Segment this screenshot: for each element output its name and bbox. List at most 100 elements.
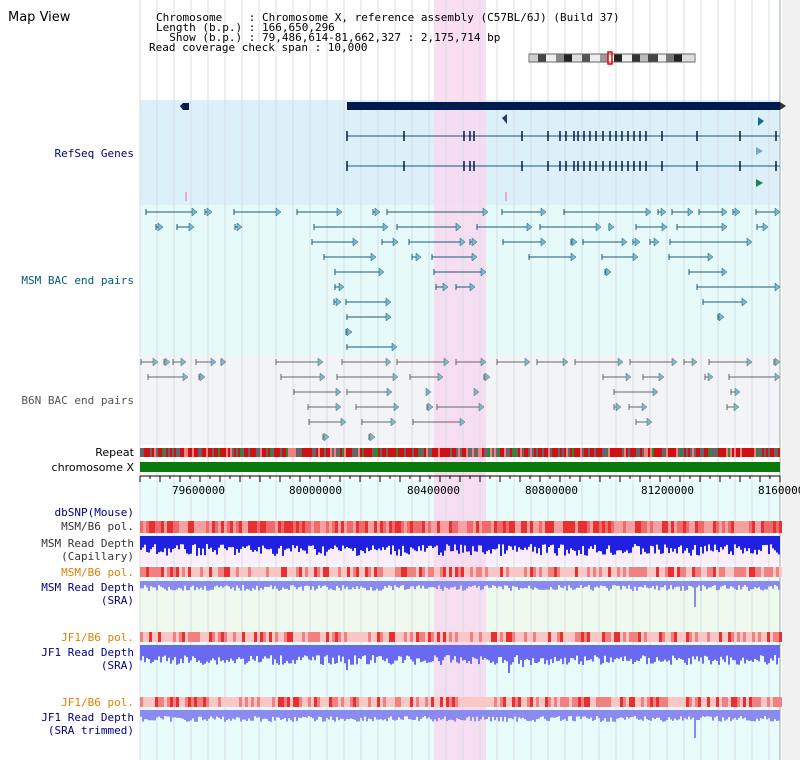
read-depth-bar	[654, 710, 656, 720]
ideogram-band	[648, 54, 658, 62]
read-depth-bar	[234, 645, 236, 664]
read-depth-bar	[148, 645, 150, 660]
polymorphism-cell	[599, 632, 602, 642]
track-label-repeat[interactable]: Repeat	[95, 446, 134, 459]
read-depth-bar	[748, 710, 750, 721]
read-depth-bar	[172, 536, 174, 550]
polymorphism-cell	[560, 632, 563, 642]
read-depth-bar	[602, 536, 604, 555]
polymorphism-cell	[737, 632, 740, 642]
read-depth-bar	[430, 581, 432, 588]
polymorphism-cell	[203, 697, 206, 707]
read-depth-bar	[754, 536, 756, 550]
read-depth-bar	[708, 581, 710, 588]
repeat-element	[298, 448, 300, 457]
polymorphism-cell	[353, 521, 356, 533]
read-depth-bar	[610, 536, 612, 553]
track-label-refseq[interactable]: RefSeq Genes	[54, 147, 134, 160]
read-depth-bar	[666, 581, 668, 591]
read-depth-bar	[416, 710, 418, 717]
read-depth-bar	[248, 536, 250, 546]
read-depth-bar	[526, 536, 528, 550]
read-depth-bar	[634, 581, 636, 587]
polymorphism-cell	[500, 567, 503, 577]
gene-bar	[347, 102, 780, 110]
read-depth-bar	[216, 581, 218, 586]
read-depth-bar	[258, 581, 260, 591]
gene-arrow	[780, 102, 786, 110]
polymorphism-cell	[143, 632, 146, 642]
repeat-element	[546, 448, 548, 457]
repeat-element	[230, 448, 232, 457]
repeat-element	[756, 448, 758, 457]
read-depth-bar	[186, 645, 188, 658]
polymorphism-cell	[158, 521, 161, 533]
read-depth-bar	[214, 536, 216, 551]
read-depth-bar	[374, 645, 376, 663]
track-label-msm_depth_cap[interactable]: MSM Read Depth (Capillary)	[41, 537, 134, 563]
read-depth-bar	[242, 536, 244, 547]
read-depth-bar	[532, 581, 534, 590]
track-label-b6n_bac[interactable]: B6N BAC end pairs	[21, 394, 134, 407]
read-depth-bar	[760, 581, 762, 590]
track-label-msm_depth_sra[interactable]: MSM Read Depth (SRA)	[41, 581, 134, 607]
read-depth-bar	[648, 536, 650, 554]
read-depth-bar	[210, 536, 212, 548]
polymorphism-cell	[551, 632, 554, 642]
read-depth-bar	[436, 536, 438, 546]
polymorphism-cell	[596, 632, 599, 642]
read-depth-bar	[412, 581, 414, 587]
b6n-bac-pair-arrow	[617, 357, 624, 367]
ideogram-band	[564, 54, 572, 62]
read-depth-bar	[772, 536, 774, 549]
track-label-jf1_depth_trim[interactable]: JF1 Read Depth (SRA trimmed)	[41, 711, 134, 737]
polymorphism-cell	[245, 521, 248, 533]
track-label-jf1_pol1[interactable]: JF1/B6 pol.	[61, 631, 134, 644]
read-depth-bar	[470, 536, 472, 556]
msm-bac-pair-arrow	[459, 237, 466, 247]
track-label-msm_bac[interactable]: MSM BAC end pairs	[21, 274, 134, 287]
read-depth-bar	[554, 581, 556, 590]
track-label-jf1_pol2[interactable]: JF1/B6 pol.	[61, 696, 134, 709]
read-depth-bar	[734, 581, 736, 590]
read-depth-bar	[456, 536, 458, 551]
polymorphism-cell	[167, 567, 170, 577]
track-label-dbsnp[interactable]: dbSNP(Mouse)	[54, 506, 134, 519]
polymorphism-cell	[485, 697, 488, 707]
read-depth-bar	[222, 536, 224, 545]
polymorphism-cell	[149, 697, 152, 707]
read-depth-bar	[258, 536, 260, 547]
read-depth-bar	[340, 645, 342, 662]
polymorphism-cell	[206, 567, 209, 577]
polymorphism-cell	[371, 697, 374, 707]
read-depth-bar	[372, 710, 374, 722]
read-depth-bar	[398, 581, 400, 588]
polymorphism-cell	[503, 521, 506, 533]
read-depth-bar	[740, 536, 742, 550]
polymorphism-cell	[698, 567, 701, 577]
polymorphism-cell	[179, 697, 182, 707]
msm-bac-pair-arrow	[382, 222, 389, 232]
track-label-msm_pol2[interactable]: MSM/B6 pol.	[61, 566, 134, 579]
polymorphism-cell	[257, 521, 260, 533]
polymorphism-cell	[566, 567, 569, 577]
page-title: Map View	[8, 10, 71, 25]
polymorphism-cell	[323, 632, 326, 642]
read-depth-bar	[194, 645, 196, 658]
read-depth-bar	[512, 645, 514, 663]
repeat-element	[448, 448, 450, 457]
polymorphism-cell	[764, 697, 767, 707]
read-depth-bar	[660, 645, 662, 662]
read-depth-bar	[518, 581, 520, 590]
track-label-jf1_depth_sra[interactable]: JF1 Read Depth (SRA)	[41, 646, 134, 672]
read-depth-bar	[716, 581, 718, 591]
read-depth-bar	[472, 536, 474, 547]
repeat-element	[312, 448, 314, 457]
polymorphism-cell	[161, 567, 164, 577]
track-label-chrx[interactable]: chromosome X	[51, 461, 134, 474]
read-depth-bar	[286, 645, 288, 661]
polymorphism-cell	[683, 521, 686, 533]
track-label-msm_pol1[interactable]: MSM/B6 pol.	[61, 520, 134, 533]
read-depth-bar	[736, 645, 738, 665]
